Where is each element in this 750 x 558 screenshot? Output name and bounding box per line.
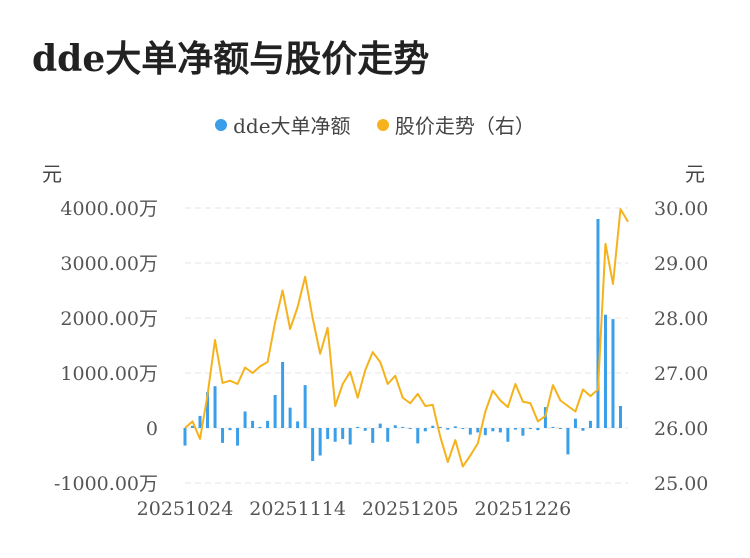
dde-bar (408, 428, 412, 429)
right-tick-label: 26.00 (654, 418, 708, 440)
dde-bar (581, 428, 585, 431)
legend-label-dde: dde大单净额 (233, 114, 351, 138)
dde-bar (513, 428, 517, 430)
right-tick-label: 27.00 (654, 363, 708, 385)
dde-bar (483, 428, 487, 436)
legend-dot-dde (215, 118, 228, 131)
legend: dde大单净额 股价走势（右） (0, 110, 750, 139)
dde-bar (566, 428, 570, 455)
x-tick-label: 20251114 (249, 498, 346, 520)
x-tick-label: 20251205 (362, 498, 459, 520)
legend-item-price[interactable]: 股价走势（右） (376, 110, 535, 139)
right-axis-unit: 元 (685, 162, 705, 186)
dde-bar (296, 421, 300, 428)
left-tick-label: 4000.00万 (60, 198, 158, 220)
dde-bar (461, 428, 465, 429)
dde-bar (258, 426, 262, 428)
dde-bar (521, 428, 525, 436)
dde-bar (273, 395, 277, 428)
left-tick-label: 2000.00万 (60, 308, 158, 330)
dde-bar (386, 428, 390, 442)
dde-bar (326, 428, 330, 439)
dde-bar (183, 428, 187, 446)
price-line (184, 208, 629, 468)
dde-bar (363, 428, 367, 431)
dde-bar (431, 425, 435, 428)
right-tick-label: 28.00 (654, 308, 708, 330)
dde-bar (543, 407, 547, 428)
dde-bar (506, 428, 510, 442)
right-tick-label: 29.00 (654, 253, 708, 275)
dde-bar (393, 425, 397, 428)
dde-bar (401, 426, 405, 428)
dde-bar (228, 428, 232, 431)
dde-bar (573, 418, 577, 428)
dde-bar (311, 428, 315, 461)
dde-bar (536, 428, 540, 431)
legend-label-price: 股价走势（右） (394, 114, 535, 138)
legend-dot-price (376, 118, 389, 131)
left-tick-label: 0 (146, 418, 158, 440)
dde-bar (236, 428, 240, 446)
dde-bar (243, 411, 247, 428)
dde-bar (221, 428, 225, 443)
dde-bar (438, 426, 442, 428)
dde-bar (266, 420, 270, 428)
right-tick-label: 25.00 (654, 473, 708, 495)
dde-bar (468, 428, 472, 435)
dde-bar (558, 428, 562, 429)
dde-bar (213, 386, 217, 428)
right-tick-label: 30.00 (654, 198, 708, 220)
dde-bar (453, 426, 457, 428)
left-tick-label: -1000.00万 (54, 473, 158, 495)
dde-bar (618, 406, 622, 428)
x-tick-label: 20251024 (137, 498, 234, 520)
dde-bar (416, 428, 420, 444)
dde-bar (446, 428, 450, 430)
left-tick-label: 1000.00万 (60, 363, 158, 385)
dde-bar (596, 219, 600, 428)
dde-bar (371, 428, 375, 443)
dde-bar (281, 362, 285, 428)
dde-bar (288, 407, 292, 428)
dde-bar (423, 428, 427, 432)
dde-bar (603, 314, 607, 428)
left-axis-unit: 元 (42, 162, 62, 186)
dde-bar (303, 385, 307, 428)
dde-bar (356, 426, 360, 428)
dde-bar (498, 428, 502, 433)
dde-bar (333, 428, 337, 442)
dde-bar (491, 428, 495, 432)
dde-bar (251, 420, 255, 428)
dde-bar (476, 428, 480, 433)
dde-bar (378, 423, 382, 428)
dde-bar (588, 420, 592, 428)
dde-bar (318, 428, 322, 456)
left-tick-label: 3000.00万 (60, 253, 158, 275)
dde-bar (206, 392, 210, 428)
dde-bar (341, 428, 345, 439)
dde-bar (551, 426, 555, 428)
legend-item-dde[interactable]: dde大单净额 (215, 110, 351, 139)
dde-bar (191, 425, 195, 428)
dde-bar (528, 428, 532, 429)
x-tick-label: 20251226 (475, 498, 572, 520)
dde-bar (348, 428, 352, 445)
chart-title: dde大单净额与股价走势 (32, 38, 430, 80)
dde-bar (198, 415, 202, 428)
dde-bar (611, 319, 615, 428)
